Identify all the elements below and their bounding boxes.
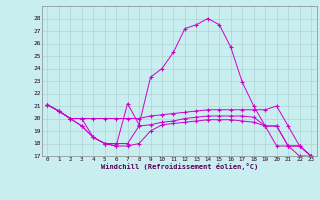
X-axis label: Windchill (Refroidissement éolien,°C): Windchill (Refroidissement éolien,°C) bbox=[100, 163, 258, 170]
